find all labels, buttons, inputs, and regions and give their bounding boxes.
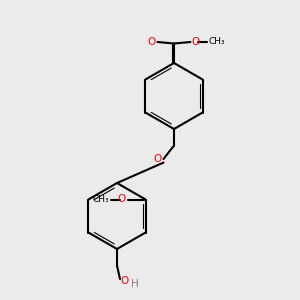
Text: O: O bbox=[148, 37, 156, 47]
Text: O: O bbox=[154, 154, 162, 164]
Text: H: H bbox=[130, 279, 138, 290]
Text: CH₃: CH₃ bbox=[93, 195, 110, 204]
Text: O: O bbox=[118, 194, 126, 205]
Text: O: O bbox=[121, 275, 129, 286]
Text: O: O bbox=[191, 37, 199, 47]
Text: CH₃: CH₃ bbox=[208, 38, 225, 46]
